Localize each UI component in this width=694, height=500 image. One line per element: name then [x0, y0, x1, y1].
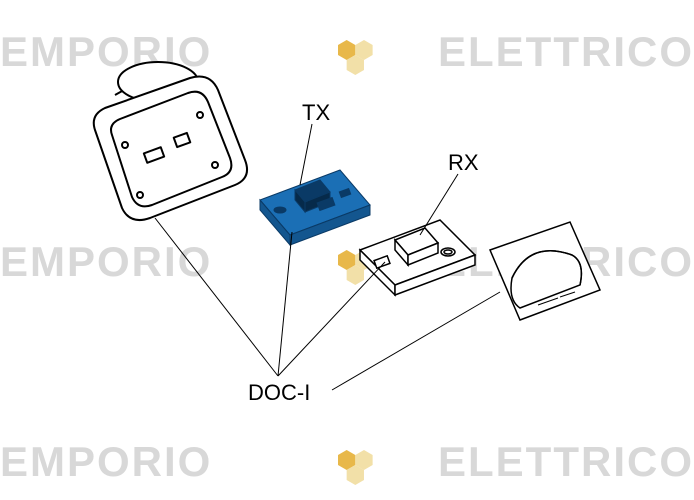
leader-tx — [300, 124, 312, 185]
label-doci: DOC-I — [248, 380, 310, 406]
component-rx-board — [360, 220, 475, 295]
component-housing — [94, 62, 247, 220]
label-rx: RX — [448, 150, 479, 176]
label-tx: TX — [302, 100, 330, 126]
diagram-svg — [0, 0, 694, 500]
component-front-cover — [490, 222, 600, 320]
hex-logo-icon — [338, 450, 373, 485]
component-tx-board — [260, 170, 370, 245]
hex-logo-icon — [338, 40, 373, 75]
